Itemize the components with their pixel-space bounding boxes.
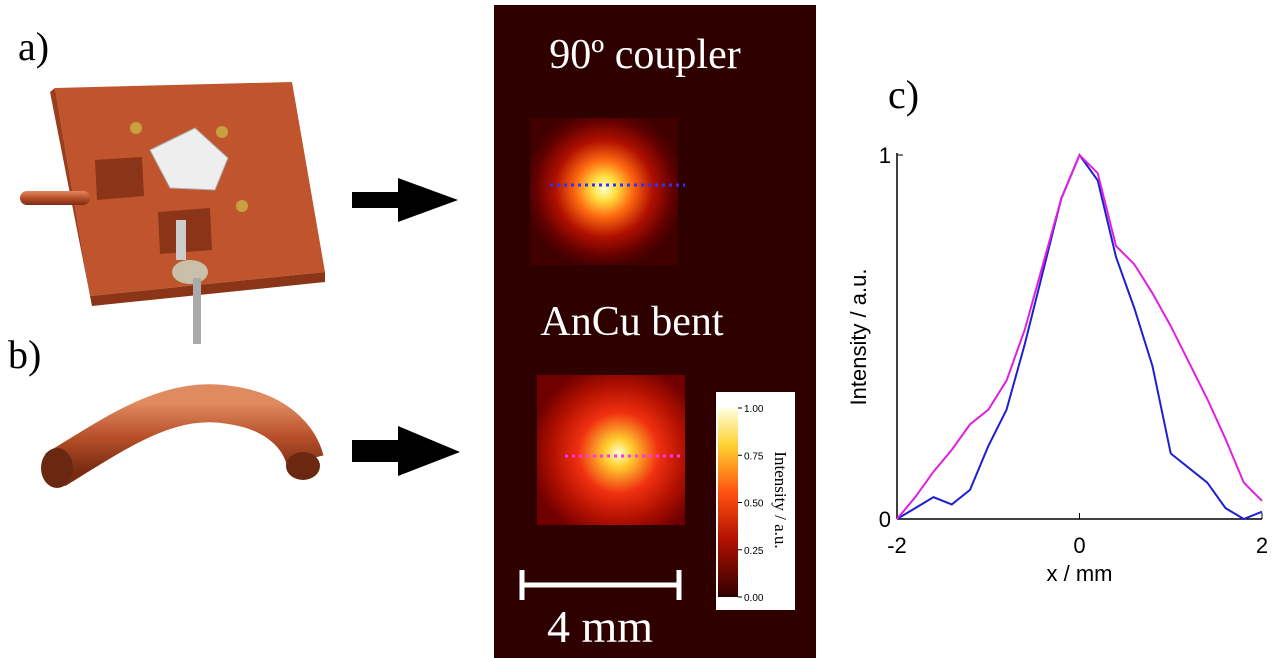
panel-label: b) xyxy=(8,332,41,377)
colorbar xyxy=(718,408,738,597)
scale-bar xyxy=(519,570,682,600)
colorbar-tick-label: 1.00 xyxy=(744,404,764,415)
colorbar-ticks: 0.00 0.25 0.50 0.75 1.00 xyxy=(738,404,764,604)
colorbar-tick-label: 0.50 xyxy=(744,499,764,510)
panel-label: c) xyxy=(888,72,919,117)
intensity-map xyxy=(530,118,678,265)
colorbar-tick-label: 0.00 xyxy=(744,593,764,604)
colorbar-tick-label: 0.25 xyxy=(744,546,764,557)
y-tick-label: 1 xyxy=(879,143,891,168)
x-axis-label: x / mm xyxy=(1047,561,1113,586)
colorbar-tick-label: 0.75 xyxy=(744,451,764,462)
image-title: AnCu bent xyxy=(540,299,723,345)
intensity-map xyxy=(537,375,685,525)
x-tick-label: 2 xyxy=(1256,533,1268,558)
image-title: 90º coupler xyxy=(549,32,740,78)
arrow xyxy=(352,178,458,222)
panel-label: a) xyxy=(18,24,49,69)
scale-bar-label: 4 mm xyxy=(547,601,653,652)
line-series xyxy=(896,152,1263,521)
coupler-render xyxy=(20,82,325,344)
x-tick-label: 0 xyxy=(1073,533,1085,558)
colorbar-label: Intensity / a.u. xyxy=(771,451,790,548)
y-tick-label: 0 xyxy=(879,507,891,532)
line-series xyxy=(896,153,1263,520)
y-axis-label: Intensity / a.u. xyxy=(846,269,871,406)
arrow xyxy=(352,426,460,476)
bent-tube-render xyxy=(41,384,324,488)
x-tick-label: -2 xyxy=(887,533,907,558)
